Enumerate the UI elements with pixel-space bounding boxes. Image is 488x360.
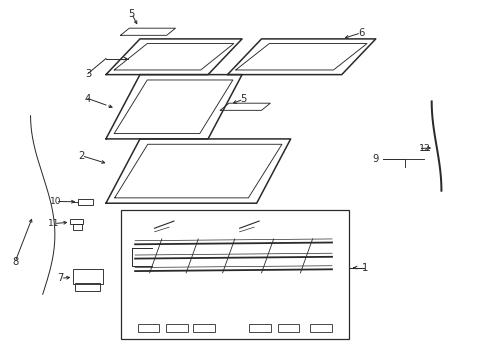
Bar: [78, 199, 93, 205]
Text: 5: 5: [128, 9, 135, 18]
Text: 2: 2: [78, 151, 84, 161]
Text: 6: 6: [357, 28, 364, 38]
Text: 8: 8: [12, 257, 18, 267]
Text: 12: 12: [418, 144, 430, 153]
Bar: [75, 283, 100, 291]
Text: 11: 11: [48, 219, 60, 228]
Bar: [277, 324, 299, 332]
Text: 7: 7: [58, 273, 64, 283]
Text: 1: 1: [361, 262, 367, 273]
Bar: [120, 210, 348, 339]
Bar: [249, 324, 271, 332]
Bar: [73, 269, 102, 284]
Bar: [193, 324, 215, 332]
Bar: [165, 324, 187, 332]
Text: 9: 9: [372, 154, 378, 164]
Text: 4: 4: [84, 94, 91, 104]
Bar: [70, 219, 82, 224]
Text: 3: 3: [84, 68, 91, 78]
Text: 5: 5: [240, 94, 246, 104]
Bar: [309, 324, 331, 332]
Text: 10: 10: [50, 197, 61, 206]
Bar: [137, 324, 159, 332]
Bar: [73, 224, 82, 230]
